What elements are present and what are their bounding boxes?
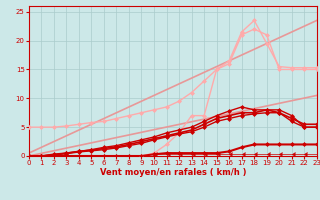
X-axis label: Vent moyen/en rafales ( km/h ): Vent moyen/en rafales ( km/h ) (100, 168, 246, 177)
